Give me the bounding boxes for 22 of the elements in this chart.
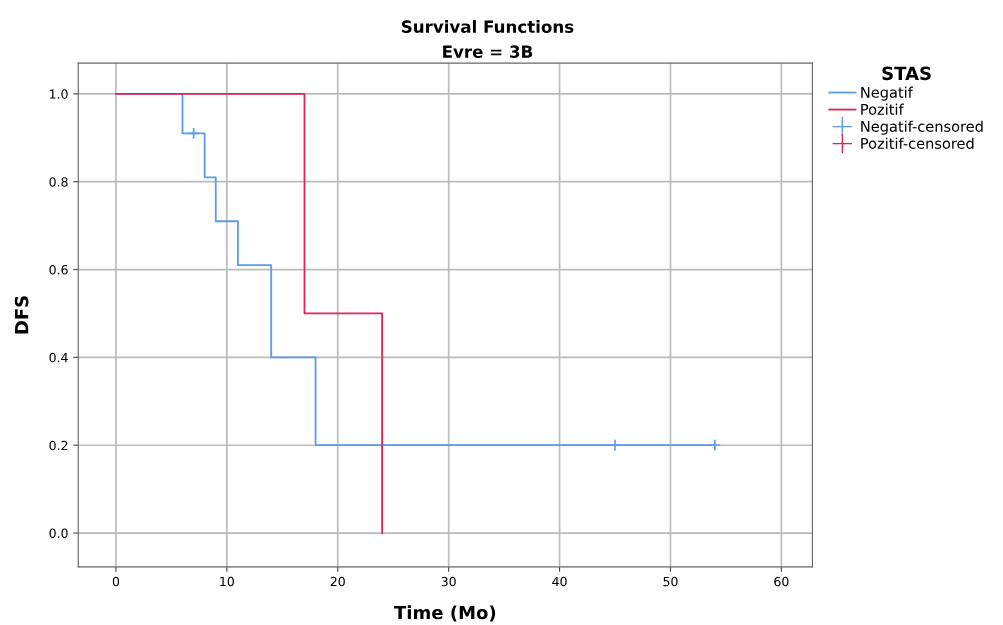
legend-label: Pozitif <box>861 103 904 115</box>
legend-title: STAS <box>882 66 931 81</box>
chart-title: Survival Functions <box>401 20 574 33</box>
x-tick-label: 0 <box>112 576 120 587</box>
y-tick-label: 0.2 <box>49 440 68 451</box>
y-tick-label: 0.6 <box>49 265 68 275</box>
y-tick-label: 0.8 <box>49 177 68 187</box>
x-tick-label: 60 <box>774 576 789 587</box>
legend-label: Negatif <box>861 86 914 101</box>
x-tick-label: 30 <box>441 576 456 587</box>
y-axis-title: DFS <box>14 296 29 334</box>
legend-label: Pozitif-censored <box>861 137 974 149</box>
legend-label: Negatif-censored <box>861 120 983 135</box>
x-tick-label: 50 <box>663 576 678 587</box>
x-axis-title: Time (Mo) <box>394 605 496 622</box>
x-tick-label: 40 <box>552 576 567 587</box>
x-tick-label: 20 <box>330 576 345 587</box>
y-tick-label: 1.0 <box>50 89 68 99</box>
x-tick-label: 10 <box>220 576 234 587</box>
y-tick-label: 0.4 <box>49 352 68 363</box>
chart-subtitle: Evre = 3B <box>443 45 533 58</box>
y-tick-label: 0.0 <box>49 528 68 538</box>
